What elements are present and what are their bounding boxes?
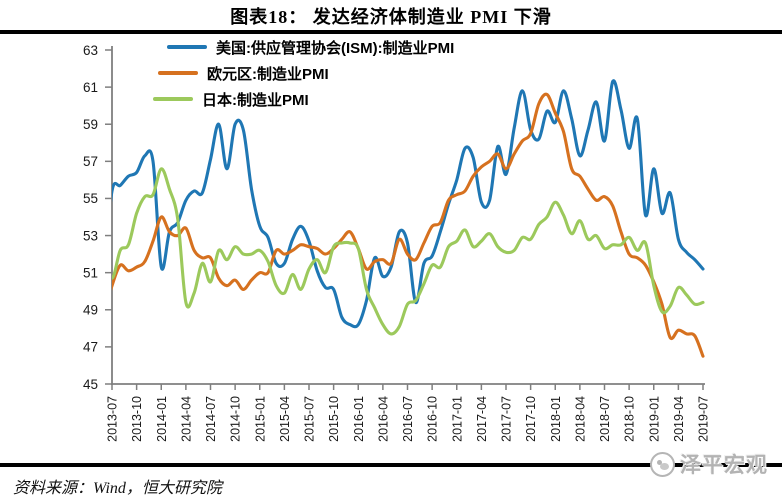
eurozone-line-sample bbox=[158, 71, 198, 75]
watermark: 泽平宏观 bbox=[650, 449, 768, 479]
y-tick-label: 45 bbox=[83, 377, 98, 392]
x-tick-label: 2017-04 bbox=[475, 396, 489, 442]
zeping-macro-logo-icon bbox=[650, 451, 675, 477]
x-tick-label: 2016-01 bbox=[352, 396, 366, 442]
x-tick-label: 2015-04 bbox=[278, 396, 292, 442]
bottom-divider-rule bbox=[0, 463, 782, 467]
japan-line-sample bbox=[153, 97, 193, 101]
x-tick-label: 2016-10 bbox=[426, 396, 440, 442]
y-tick-label: 59 bbox=[83, 117, 98, 132]
japan-pmi-line bbox=[112, 167, 705, 336]
y-tick-label: 55 bbox=[83, 191, 98, 206]
legend-item-japan: 日本:制造业PMI bbox=[153, 88, 309, 110]
x-tick-label: 2019-01 bbox=[647, 396, 661, 442]
x-tick-label: 2017-10 bbox=[524, 396, 538, 442]
x-tick-label: 2015-07 bbox=[303, 396, 317, 442]
chart-title: 图表18： 发达经济体制造业 PMI 下滑 bbox=[230, 7, 552, 27]
legend-label-japan: 日本:制造业PMI bbox=[202, 91, 309, 109]
x-tick-label: 2014-04 bbox=[179, 396, 193, 442]
y-tick-label: 57 bbox=[83, 154, 98, 169]
y-tick-label: 63 bbox=[83, 43, 98, 58]
y-tick-label: 61 bbox=[83, 80, 98, 95]
x-tick-label: 2015-01 bbox=[253, 396, 267, 442]
y-tick-label: 47 bbox=[83, 340, 98, 355]
x-tick-label: 2017-01 bbox=[450, 396, 464, 442]
x-tick-label: 2014-07 bbox=[204, 396, 218, 442]
us-ism-pmi-line bbox=[112, 79, 705, 329]
legend-item-eurozone: 欧元区:制造业PMI bbox=[158, 62, 329, 84]
x-tick-label: 2016-04 bbox=[376, 396, 390, 442]
top-divider-rule bbox=[0, 30, 782, 34]
x-tick-label: 2013-07 bbox=[106, 396, 120, 442]
x-tick-label: 2017-07 bbox=[500, 396, 514, 442]
x-tick-label: 2013-10 bbox=[130, 396, 144, 442]
x-tick-label: 2018-10 bbox=[623, 396, 637, 442]
y-tick-label: 51 bbox=[83, 265, 98, 280]
legend-item-us: 美国:供应管理协会(ISM):制造业PMI bbox=[167, 36, 454, 58]
x-tick-label: 2018-01 bbox=[549, 396, 563, 442]
x-tick-label: 2018-04 bbox=[573, 396, 587, 442]
source-note: 资料来源：Wind，恒大研究院 bbox=[13, 480, 222, 497]
eurozone-pmi-line bbox=[112, 92, 705, 358]
x-tick-label: 2019-04 bbox=[672, 396, 686, 442]
legend-label-eurozone: 欧元区:制造业PMI bbox=[207, 65, 329, 83]
x-tick-label: 2014-10 bbox=[229, 396, 243, 442]
watermark-text: 泽平宏观 bbox=[680, 454, 768, 477]
x-tick-label: 2014-01 bbox=[155, 396, 169, 442]
x-tick-label: 2019-07 bbox=[697, 396, 711, 442]
legend-label-us: 美国:供应管理协会(ISM):制造业PMI bbox=[216, 39, 455, 57]
y-tick-label: 49 bbox=[83, 303, 98, 318]
x-tick-label: 2015-10 bbox=[327, 396, 341, 442]
x-tick-label: 2016-07 bbox=[401, 396, 415, 442]
y-tick-label: 53 bbox=[83, 228, 98, 243]
us-line-sample bbox=[167, 45, 207, 49]
x-tick-label: 2018-07 bbox=[598, 396, 612, 442]
